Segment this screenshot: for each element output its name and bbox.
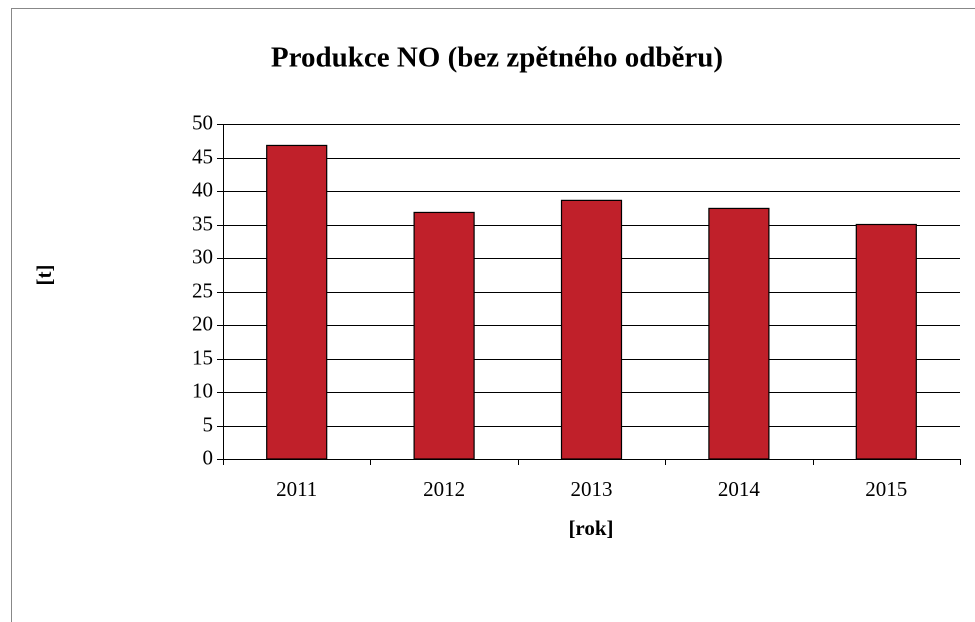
bar	[708, 207, 770, 460]
y-tick-label: 25	[192, 278, 213, 302]
x-tick-label: 2014	[718, 477, 761, 501]
x-tick-label: 2011	[276, 477, 317, 501]
y-tick-label: 35	[192, 211, 213, 235]
y-tick-label: 30	[192, 244, 213, 268]
bar	[413, 211, 475, 460]
chart-title: Produkce NO (bez zpětného odběru)	[271, 42, 723, 74]
bar	[560, 199, 623, 460]
bar	[855, 223, 917, 460]
y-tick-label: 0	[203, 445, 214, 469]
bar	[266, 144, 328, 460]
x-tick-label: 2013	[571, 477, 613, 501]
y-tick-label: 15	[192, 345, 213, 369]
y-tick-label: 45	[192, 144, 213, 168]
y-tick-label: 20	[192, 311, 213, 335]
y-tick-label: 50	[192, 110, 213, 134]
x-tick-label: 2012	[423, 477, 465, 501]
x-tick-label: 2015	[865, 477, 907, 501]
y-axis-label: [t]	[32, 265, 56, 286]
x-axis-label: [rok]	[568, 516, 613, 540]
y-tick-label: 5	[203, 412, 214, 436]
y-tick-label: 10	[192, 378, 213, 402]
y-tick-label: 40	[192, 177, 213, 201]
